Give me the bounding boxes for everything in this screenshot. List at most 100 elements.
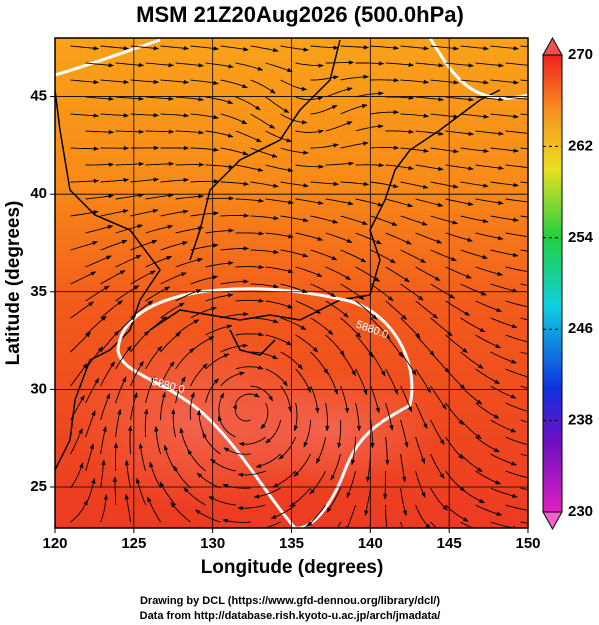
streamline [265,334,292,346]
streamline [100,494,108,523]
streamline [370,385,380,414]
streamline [220,279,249,285]
streamline [85,225,114,234]
streamline [460,113,489,119]
streamline [475,62,504,68]
streamline [370,45,400,51]
streamline [415,470,426,498]
streamline [400,317,421,339]
streamline [325,121,353,132]
streamline [460,317,486,333]
streamline [400,181,429,189]
streamline [85,162,115,167]
streamline [280,283,308,294]
streamline [235,96,261,111]
streamline [400,419,409,448]
streamline [160,177,190,183]
streamline [100,459,106,489]
streamline [415,232,443,244]
streamline [235,130,262,143]
y-tick-label: 30 [30,380,47,397]
streamline [520,385,528,389]
streamline [445,96,474,102]
streamline [205,324,233,336]
streamline [310,385,320,414]
streamline [205,62,234,69]
streamline [222,518,251,524]
streamline [265,419,282,444]
streamline [385,198,414,208]
streamline [100,300,123,319]
streamline [250,283,279,289]
streamline [310,283,336,298]
streamline [237,470,266,477]
streamline [475,96,504,102]
streamline [355,402,362,432]
streamline [430,215,459,225]
streamline [475,368,500,384]
streamline [430,249,457,262]
streamline [280,249,309,258]
x-tick-label: 130 [200,535,225,552]
streamline [220,113,248,125]
streamline [295,198,324,205]
streamline [265,130,293,143]
colorbar [542,54,563,513]
streamline [520,79,528,82]
streamline [154,425,162,455]
streamline [70,462,84,489]
streamline [85,410,96,438]
streamline [520,351,528,355]
streamline [70,178,100,184]
streamline [415,300,438,319]
streamline [85,255,112,268]
grid [55,38,528,528]
streamline [445,198,474,206]
streamline [460,249,488,260]
streamline [145,255,173,268]
streamline [325,60,355,65]
streamline [189,391,195,421]
streamline [280,351,303,370]
streamline [430,147,459,154]
streamline [295,300,321,314]
streamline [208,496,236,506]
streamline [400,45,430,51]
streamline [250,385,273,402]
streamline [289,487,311,507]
streamline [223,447,251,455]
streamline [370,317,391,339]
streamline [340,317,362,338]
streamline [272,470,296,488]
streamline [325,198,354,206]
streamline [85,377,100,404]
streamline [145,96,175,101]
streamline [160,209,189,217]
streamline [340,215,368,225]
streamline [355,124,384,132]
streamline [196,472,221,489]
streamline [160,302,185,319]
streamline [415,130,444,136]
streamline [325,232,353,243]
streamline [190,113,219,120]
streamline [145,286,171,302]
streamline [460,45,489,51]
streamline [160,113,190,118]
streamline [190,45,219,51]
streamline [70,363,88,387]
streamline [280,147,309,155]
streamline [310,143,339,149]
streamline [85,129,115,135]
streamline [430,317,453,337]
streamline [415,504,431,528]
streamline [130,239,158,251]
streamline [175,257,203,268]
streamline [310,104,338,115]
streamline [250,79,276,94]
streamline [205,260,234,268]
streamline [100,239,128,251]
streamline [220,181,250,186]
streamline [130,45,160,51]
